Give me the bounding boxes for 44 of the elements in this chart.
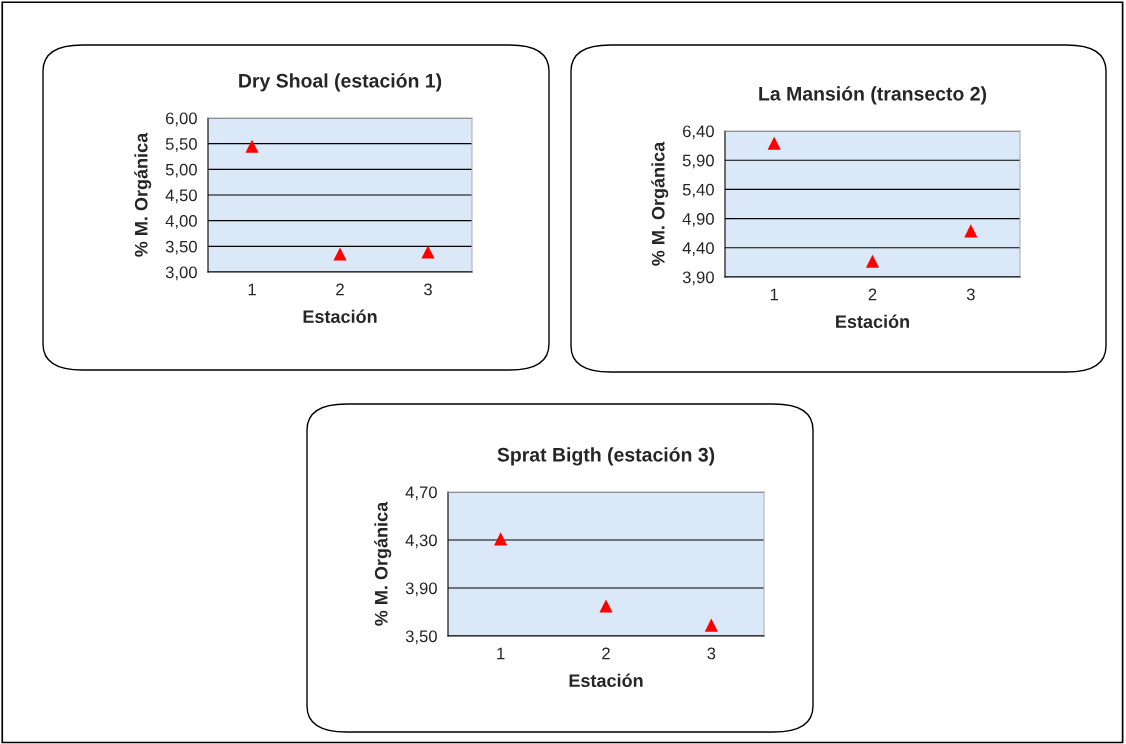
chart-title: Sprat Bigth (estación 3) bbox=[497, 447, 715, 466]
y-tick-label: 4,90 bbox=[682, 213, 714, 227]
x-tick-label: 3 bbox=[424, 283, 432, 296]
y-tick-label: 5,50 bbox=[165, 138, 197, 152]
x-tick-label: 3 bbox=[966, 288, 975, 301]
point bbox=[767, 136, 781, 150]
point bbox=[599, 599, 613, 613]
x-tick-label: 1 bbox=[770, 288, 778, 301]
x-tick-label: 1 bbox=[248, 283, 256, 296]
y-tick-label: 3,50 bbox=[405, 630, 437, 645]
y-tick-label: 4,50 bbox=[165, 189, 197, 204]
point bbox=[865, 254, 880, 268]
y-axis-title: % M. Orgánica bbox=[134, 132, 152, 257]
x-tick-label: 2 bbox=[602, 647, 610, 660]
y-tick-label: 3,50 bbox=[165, 240, 197, 255]
y-tick-label: 4,30 bbox=[405, 534, 437, 549]
y-tick-label: 5,40 bbox=[682, 183, 714, 198]
x-tick-label: 2 bbox=[868, 288, 877, 301]
y-tick-label: 3,90 bbox=[405, 582, 437, 597]
y-tick-label: 6,00 bbox=[165, 112, 197, 127]
y-tick-label: 6,40 bbox=[682, 125, 714, 140]
point bbox=[245, 139, 259, 153]
point bbox=[494, 532, 508, 546]
point bbox=[964, 224, 978, 238]
chart-title: La Mansión (transecto 2) bbox=[759, 86, 987, 105]
point bbox=[333, 247, 347, 261]
y-tick-label: 5,00 bbox=[165, 163, 197, 178]
x-axis-title: Estación bbox=[303, 309, 377, 324]
point bbox=[704, 618, 718, 632]
y-tick-label: 4,00 bbox=[165, 215, 197, 229]
x-axis-title: Estación bbox=[569, 673, 643, 688]
y-axis-title: % M. Orgánica bbox=[374, 501, 392, 626]
x-tick-label: 3 bbox=[707, 647, 716, 660]
y-axis-title: % M. Orgánica bbox=[651, 141, 669, 266]
y-tick-label: 4,40 bbox=[682, 242, 714, 256]
chart-title: Dry Shoal (estación 1) bbox=[239, 73, 442, 92]
y-tick-label: 4,70 bbox=[405, 486, 437, 501]
x-axis-title: Estación bbox=[836, 314, 910, 329]
point bbox=[421, 245, 435, 259]
x-tick-label: 1 bbox=[497, 647, 505, 660]
y-tick-label: 5,90 bbox=[682, 154, 714, 169]
x-tick-label: 2 bbox=[336, 283, 344, 296]
y-tick-label: 3,00 bbox=[165, 266, 197, 281]
y-tick-label: 3,90 bbox=[682, 271, 714, 286]
